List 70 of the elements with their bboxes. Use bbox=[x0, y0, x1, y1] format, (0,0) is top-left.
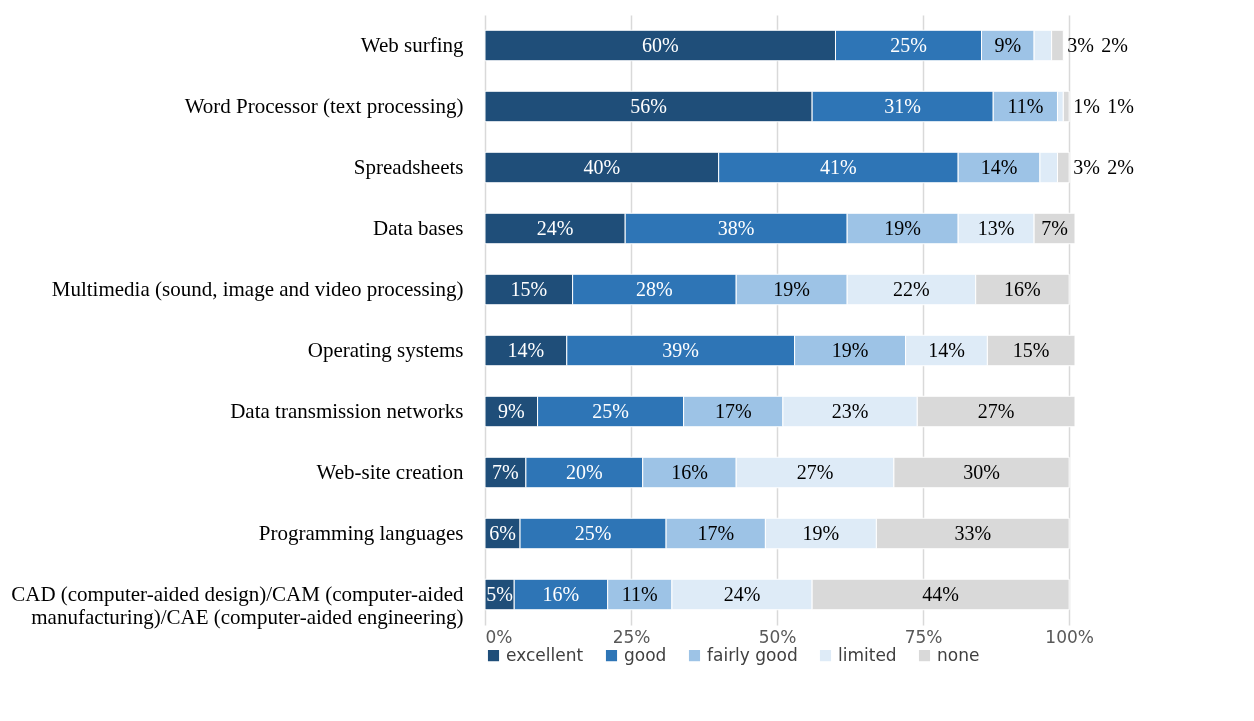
data-label: 28% bbox=[636, 277, 673, 300]
legend-label: none bbox=[937, 644, 980, 665]
data-label: 14% bbox=[507, 338, 545, 361]
data-label: 7% bbox=[492, 460, 519, 483]
data-label: 20% bbox=[565, 460, 603, 483]
x-tick-label: 0% bbox=[485, 626, 513, 647]
legend-label: limited bbox=[838, 644, 897, 665]
x-tick-label: 25% bbox=[612, 626, 651, 647]
data-label: 2% bbox=[1107, 155, 1134, 178]
data-label: 16% bbox=[542, 582, 580, 605]
data-label: 5% bbox=[486, 582, 513, 605]
legend-label: fairly good bbox=[707, 644, 798, 665]
y-tick-label: Data bases bbox=[373, 215, 464, 240]
data-label: 16% bbox=[671, 460, 708, 483]
y-tick-label: Web-site creation bbox=[316, 459, 464, 484]
y-tick-label: Data transmission networks bbox=[230, 398, 464, 423]
data-label: 9% bbox=[994, 33, 1022, 56]
data-label: 17% bbox=[714, 399, 752, 422]
data-label: 1% bbox=[1107, 94, 1134, 117]
y-tick-label: Operating systems bbox=[307, 337, 464, 362]
data-label: 40% bbox=[583, 155, 621, 178]
data-label: 3% bbox=[1067, 33, 1094, 56]
data-label: 27% bbox=[977, 399, 1015, 422]
x-tick-label: 50% bbox=[758, 626, 797, 647]
data-label: 15% bbox=[1012, 338, 1050, 361]
data-label: 24% bbox=[723, 582, 761, 605]
data-label: 41% bbox=[820, 155, 857, 178]
data-label: 11% bbox=[621, 582, 658, 605]
data-label: 6% bbox=[489, 521, 516, 544]
y-tick-label: Web surfing bbox=[360, 32, 464, 57]
data-label: 14% bbox=[980, 155, 1018, 178]
y-tick-label: Multimedia (sound, image and video processing) bbox=[51, 276, 464, 301]
data-label: 3% bbox=[1073, 155, 1100, 178]
data-label: 22% bbox=[893, 277, 930, 300]
data-label: 25% bbox=[574, 521, 612, 544]
data-label: 44% bbox=[922, 582, 959, 605]
data-label: 31% bbox=[884, 94, 922, 117]
data-label: 60% bbox=[641, 33, 679, 56]
legend-label: excellent bbox=[506, 644, 584, 665]
legend-label: good bbox=[624, 644, 667, 665]
data-label: 25% bbox=[592, 399, 629, 422]
data-label: 9% bbox=[497, 399, 525, 422]
y-tick-label: CAD (computer-aided design)/CAM (computer-aided manufacturing)/CAE (computer-aided engineering) bbox=[11, 581, 464, 629]
y-tick-label: Spreadsheets bbox=[353, 154, 464, 179]
data-label: 56% bbox=[630, 94, 667, 117]
data-label: 33% bbox=[954, 521, 992, 544]
data-label: 17% bbox=[697, 521, 735, 544]
data-label: 39% bbox=[662, 338, 700, 361]
data-label: 38% bbox=[717, 216, 755, 239]
data-label: 25% bbox=[890, 33, 927, 56]
data-label: 19% bbox=[802, 521, 840, 544]
data-label: 15% bbox=[510, 277, 548, 300]
data-label: 7% bbox=[1041, 216, 1068, 239]
data-label: 16% bbox=[1004, 277, 1041, 300]
y-tick-label: Word Processor (text processing) bbox=[184, 93, 464, 118]
data-label: 19% bbox=[831, 338, 869, 361]
x-tick-label: 75% bbox=[904, 626, 943, 647]
data-label: 2% bbox=[1101, 33, 1128, 56]
data-label: 19% bbox=[884, 216, 922, 239]
data-label: 1% bbox=[1073, 94, 1100, 117]
y-tick-label: Programming languages bbox=[258, 520, 464, 545]
data-label: 24% bbox=[536, 216, 574, 239]
data-label: 23% bbox=[831, 399, 869, 422]
data-label: 19% bbox=[773, 277, 811, 300]
data-label: 14% bbox=[928, 338, 965, 361]
data-label: 13% bbox=[977, 216, 1015, 239]
data-label: 30% bbox=[963, 460, 1000, 483]
data-label: 27% bbox=[796, 460, 834, 483]
x-tick-label: 100% bbox=[1045, 626, 1094, 647]
data-label: 11% bbox=[1007, 94, 1044, 117]
